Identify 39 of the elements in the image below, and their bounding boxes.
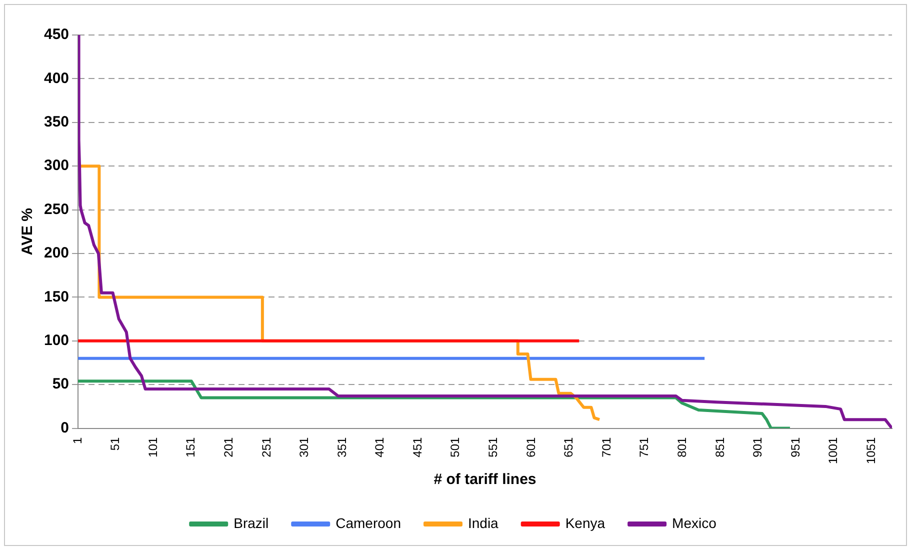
x-tick-label: 601 (524, 436, 538, 458)
x-tick-label: 951 (788, 436, 802, 458)
y-tick-label: 300 (44, 157, 70, 174)
x-tick-label: 201 (221, 436, 236, 458)
x-tick-label: 51 (108, 436, 122, 451)
x-tick-label: 251 (259, 436, 274, 458)
legend-label: Brazil (234, 514, 269, 531)
x-tick-label: 1051 (864, 436, 878, 464)
legend-label: Mexico (672, 514, 717, 531)
x-tick-label: 751 (637, 436, 652, 458)
y-axis-title: AVE % (19, 208, 36, 256)
x-tick-label: 351 (334, 436, 349, 458)
x-tick-label: 651 (562, 436, 576, 458)
x-tick-label: 301 (297, 436, 312, 458)
legend-label: Kenya (565, 514, 606, 531)
y-tick-label: 50 (52, 376, 70, 393)
x-tick-label: 801 (674, 436, 689, 458)
x-tick-label: 551 (486, 436, 500, 458)
x-tick-label: 701 (599, 436, 614, 458)
x-tick-label: 101 (146, 436, 160, 458)
y-tick-label: 0 (60, 419, 70, 436)
y-tick-label: 250 (44, 200, 70, 218)
x-tick-label: 501 (448, 436, 462, 458)
y-tick-label: 200 (44, 244, 70, 262)
y-tick-label: 100 (44, 332, 70, 350)
x-tick-label: 901 (750, 436, 765, 458)
x-tick-label: 401 (372, 436, 387, 458)
y-tick-label: 350 (44, 114, 70, 131)
legend-label: Cameroon (336, 514, 401, 531)
x-axis-title: # of tariff lines (434, 471, 536, 488)
x-tick-label: 851 (712, 436, 727, 458)
y-tick-label: 400 (44, 70, 70, 87)
y-tick-label: 150 (44, 288, 70, 306)
x-tick-label: 151 (184, 436, 198, 458)
legend-label: India (468, 514, 499, 531)
y-tick-label: 450 (44, 26, 70, 44)
x-tick-label: 1001 (826, 436, 840, 464)
x-tick-label: 1 (70, 436, 84, 444)
x-tick-label: 451 (410, 436, 424, 458)
